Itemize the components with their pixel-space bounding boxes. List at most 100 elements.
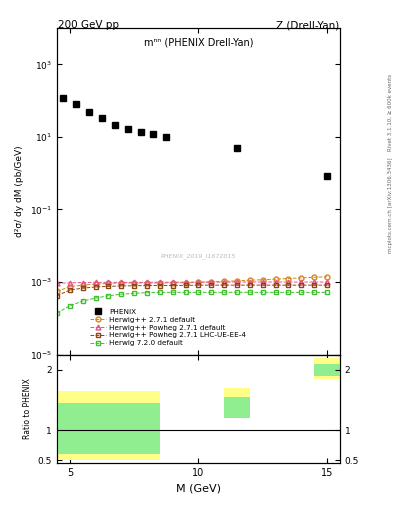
Line: Herwig++ 2.7.1 default: Herwig++ 2.7.1 default: [55, 274, 329, 294]
Line: Herwig 7.2.0 default: Herwig 7.2.0 default: [55, 290, 329, 315]
Herwig++ Powheg 2.7.1 LHC-UE-EE-4: [248, 282, 252, 288]
PHENIX: [100, 115, 105, 121]
Herwig++ 2.7.1 default: [183, 280, 188, 286]
Herwig++ 2.7.1 default: [145, 280, 149, 286]
Herwig++ Powheg 2.7.1 LHC-UE-EE-4: [325, 282, 329, 288]
Herwig 7.2.0 default: [93, 295, 98, 301]
Herwig++ Powheg 2.7.1 default: [286, 279, 291, 285]
Text: Rivet 3.1.10, ≥ 600k events: Rivet 3.1.10, ≥ 600k events: [388, 74, 393, 151]
Herwig 7.2.0 default: [119, 291, 124, 297]
Herwig++ Powheg 2.7.1 default: [158, 279, 162, 285]
PHENIX: [164, 134, 169, 140]
Herwig++ Powheg 2.7.1 LHC-UE-EE-4: [222, 282, 226, 288]
Herwig++ Powheg 2.7.1 default: [299, 279, 304, 285]
Herwig++ Powheg 2.7.1 LHC-UE-EE-4: [261, 282, 265, 288]
Herwig++ Powheg 2.7.1 LHC-UE-EE-4: [273, 282, 278, 288]
Herwig++ 2.7.1 default: [248, 277, 252, 283]
Herwig 7.2.0 default: [132, 290, 136, 296]
Herwig++ Powheg 2.7.1 default: [80, 280, 85, 286]
Herwig++ 2.7.1 default: [158, 280, 162, 286]
PHENIX: [112, 121, 117, 127]
Herwig++ Powheg 2.7.1 LHC-UE-EE-4: [106, 283, 111, 289]
Herwig++ Powheg 2.7.1 LHC-UE-EE-4: [286, 282, 291, 288]
Herwig 7.2.0 default: [209, 289, 214, 295]
Line: PHENIX: PHENIX: [60, 95, 330, 179]
PHENIX: [138, 129, 143, 135]
Herwig++ 2.7.1 default: [93, 281, 98, 287]
Herwig++ Powheg 2.7.1 LHC-UE-EE-4: [119, 283, 124, 289]
Herwig++ Powheg 2.7.1 default: [325, 279, 329, 285]
Herwig++ Powheg 2.7.1 LHC-UE-EE-4: [171, 283, 175, 289]
Herwig++ Powheg 2.7.1 LHC-UE-EE-4: [145, 283, 149, 289]
Text: PHENIX_2019_I1672015: PHENIX_2019_I1672015: [161, 254, 236, 260]
Herwig++ Powheg 2.7.1 LHC-UE-EE-4: [196, 282, 201, 288]
Text: Z (Drell-Yan): Z (Drell-Yan): [275, 20, 339, 31]
Line: Herwig++ Powheg 2.7.1 LHC-UE-EE-4: Herwig++ Powheg 2.7.1 LHC-UE-EE-4: [55, 283, 329, 298]
Herwig++ Powheg 2.7.1 default: [222, 279, 226, 285]
Herwig++ 2.7.1 default: [286, 275, 291, 282]
Y-axis label: Ratio to PHENIX: Ratio to PHENIX: [23, 378, 32, 439]
Herwig++ 2.7.1 default: [235, 278, 239, 284]
Herwig++ Powheg 2.7.1 default: [132, 279, 136, 285]
X-axis label: M (GeV): M (GeV): [176, 484, 221, 494]
Herwig++ Powheg 2.7.1 LHC-UE-EE-4: [80, 285, 85, 291]
Bar: [57, 391, 160, 460]
Herwig++ 2.7.1 default: [55, 288, 59, 294]
Herwig++ Powheg 2.7.1 default: [55, 280, 59, 286]
Herwig 7.2.0 default: [222, 289, 226, 295]
Text: mcplots.cern.ch [arXiv:1306.3436]: mcplots.cern.ch [arXiv:1306.3436]: [388, 157, 393, 252]
Herwig++ 2.7.1 default: [325, 273, 329, 280]
Herwig++ 2.7.1 default: [68, 284, 72, 290]
Herwig++ Powheg 2.7.1 LHC-UE-EE-4: [158, 283, 162, 289]
Herwig++ Powheg 2.7.1 default: [93, 279, 98, 285]
Herwig++ 2.7.1 default: [299, 275, 304, 281]
Herwig++ Powheg 2.7.1 LHC-UE-EE-4: [132, 283, 136, 289]
Herwig++ 2.7.1 default: [222, 279, 226, 285]
Herwig++ 2.7.1 default: [209, 279, 214, 285]
Herwig++ 2.7.1 default: [273, 276, 278, 282]
PHENIX: [125, 125, 130, 132]
Herwig 7.2.0 default: [80, 298, 85, 304]
Herwig++ Powheg 2.7.1 default: [312, 279, 317, 285]
Herwig++ 2.7.1 default: [106, 280, 111, 286]
Herwig 7.2.0 default: [261, 289, 265, 295]
Bar: [224, 397, 250, 418]
Line: Herwig++ Powheg 2.7.1 default: Herwig++ Powheg 2.7.1 default: [55, 280, 329, 286]
Herwig++ Powheg 2.7.1 LHC-UE-EE-4: [209, 282, 214, 288]
Herwig++ Powheg 2.7.1 default: [106, 279, 111, 285]
Herwig++ Powheg 2.7.1 LHC-UE-EE-4: [183, 282, 188, 288]
Herwig++ Powheg 2.7.1 default: [273, 279, 278, 285]
Herwig++ Powheg 2.7.1 default: [119, 279, 124, 285]
Bar: [57, 403, 160, 454]
Text: 200 GeV pp: 200 GeV pp: [58, 20, 119, 31]
PHENIX: [235, 145, 239, 151]
Herwig 7.2.0 default: [196, 289, 201, 295]
Herwig++ Powheg 2.7.1 default: [248, 279, 252, 285]
Herwig++ Powheg 2.7.1 LHC-UE-EE-4: [68, 287, 72, 293]
Herwig 7.2.0 default: [145, 290, 149, 296]
Herwig++ Powheg 2.7.1 default: [196, 279, 201, 285]
Herwig++ 2.7.1 default: [196, 279, 201, 285]
PHENIX: [87, 109, 92, 115]
PHENIX: [325, 173, 329, 179]
Herwig++ 2.7.1 default: [119, 280, 124, 286]
Herwig++ 2.7.1 default: [132, 280, 136, 286]
Herwig++ Powheg 2.7.1 LHC-UE-EE-4: [93, 284, 98, 290]
Bar: [314, 364, 340, 376]
Herwig 7.2.0 default: [171, 289, 175, 295]
Bar: [314, 357, 340, 379]
Herwig 7.2.0 default: [106, 293, 111, 299]
Herwig 7.2.0 default: [55, 310, 59, 316]
Legend: PHENIX, Herwig++ 2.7.1 default, Herwig++ Powheg 2.7.1 default, Herwig++ Powheg 2: PHENIX, Herwig++ 2.7.1 default, Herwig++…: [89, 307, 248, 348]
Herwig 7.2.0 default: [325, 289, 329, 295]
Herwig 7.2.0 default: [312, 289, 317, 295]
Herwig 7.2.0 default: [183, 289, 188, 295]
Herwig++ 2.7.1 default: [261, 276, 265, 283]
Herwig 7.2.0 default: [286, 289, 291, 295]
Herwig++ 2.7.1 default: [312, 274, 317, 281]
Herwig 7.2.0 default: [299, 289, 304, 295]
Herwig++ 2.7.1 default: [80, 282, 85, 288]
Herwig++ Powheg 2.7.1 default: [145, 279, 149, 285]
Herwig++ Powheg 2.7.1 LHC-UE-EE-4: [235, 282, 239, 288]
Herwig++ Powheg 2.7.1 default: [183, 279, 188, 285]
